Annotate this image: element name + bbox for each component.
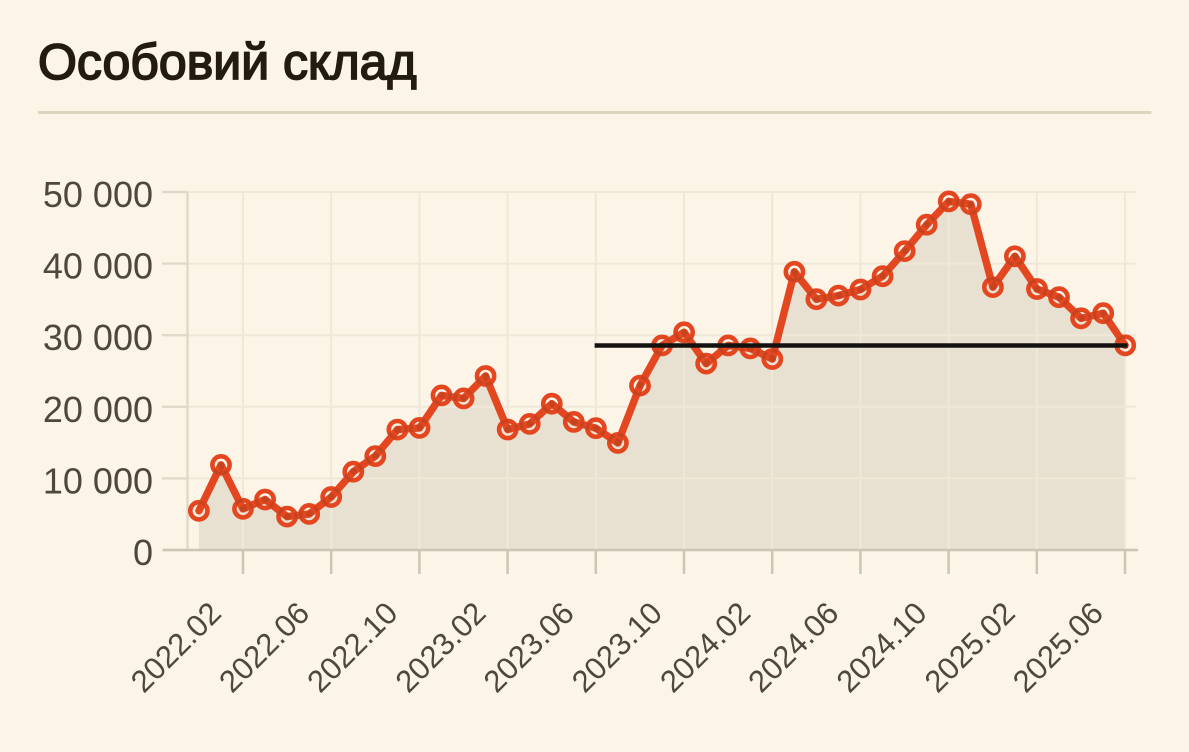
svg-text:20 000: 20 000 [43, 389, 153, 430]
svg-text:30 000: 30 000 [43, 317, 153, 358]
svg-text:Особовий склад: Особовий склад [38, 34, 417, 90]
svg-text:50 000: 50 000 [43, 174, 153, 215]
svg-text:10 000: 10 000 [43, 460, 153, 501]
svg-text:0: 0 [133, 532, 153, 573]
svg-text:40 000: 40 000 [43, 246, 153, 287]
